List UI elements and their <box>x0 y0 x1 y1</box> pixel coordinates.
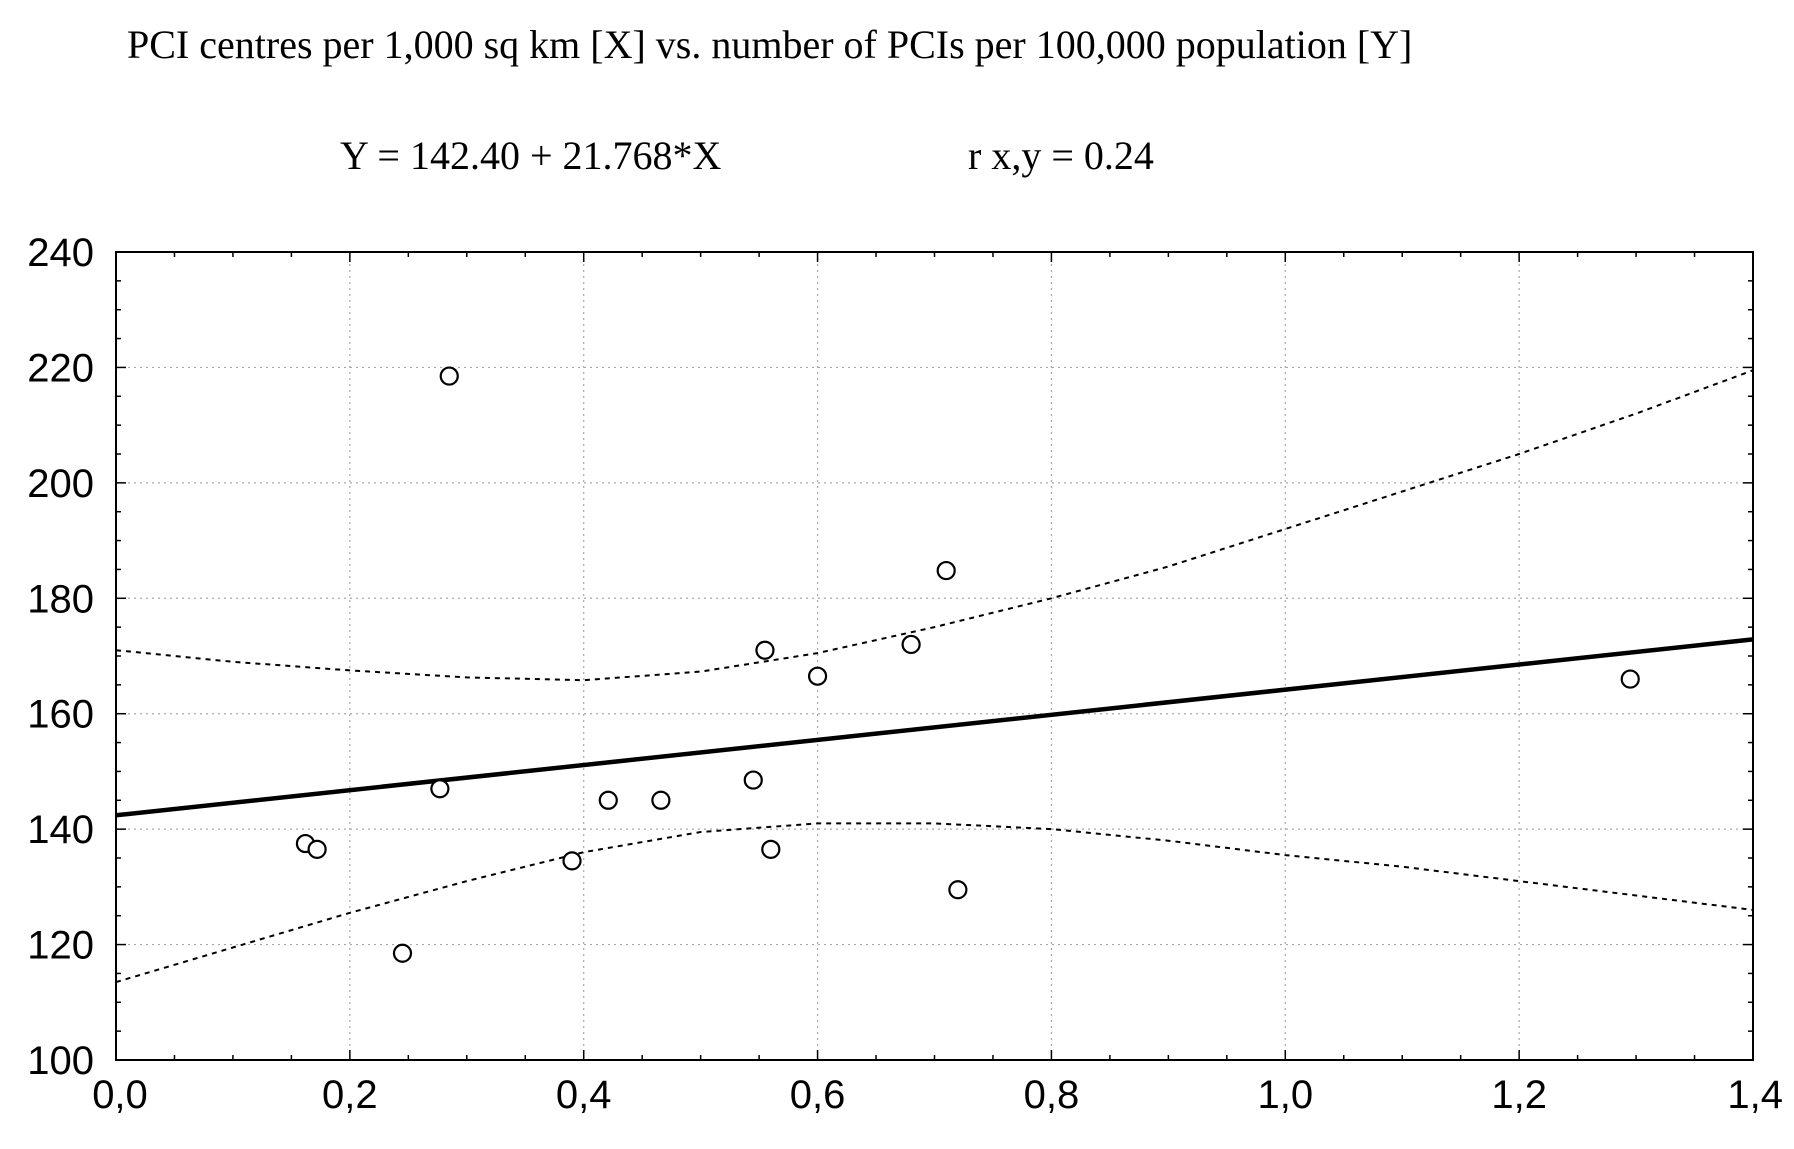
y-tick-label: 180 <box>27 577 94 621</box>
data-point <box>598 790 618 810</box>
data-point <box>761 839 781 859</box>
y-tick-label: 160 <box>27 693 94 737</box>
data-point <box>936 560 956 581</box>
y-tick-label: 120 <box>27 924 94 968</box>
grid <box>116 252 1753 1060</box>
x-tick-label: 1,2 <box>1491 1073 1547 1117</box>
x-tick-label: 1,0 <box>1257 1073 1313 1117</box>
plot-frame <box>115 251 1754 1061</box>
regression-line <box>115 637 1754 818</box>
data-point <box>307 839 327 859</box>
confidence-band-lower <box>115 822 1754 984</box>
correlation-coefficient: r x,y = 0.24 <box>968 133 1154 178</box>
y-tick-label: 220 <box>27 346 94 390</box>
regression-equation: Y = 142.40 + 21.768*X <box>340 133 722 178</box>
x-tick-label: 0,4 <box>556 1073 612 1117</box>
y-tick-label: 200 <box>27 462 94 506</box>
x-tick-labels: 0,0 0,2 0,4 0,6 0,8 1,0 1,2 1,4 <box>92 1073 1783 1117</box>
regression-line-group <box>115 637 1754 818</box>
x-tick-label: 0,8 <box>1024 1073 1080 1117</box>
data-points <box>295 366 1640 963</box>
x-tick-label: 0,0 <box>92 1073 148 1117</box>
x-tick-label: 0,6 <box>790 1073 846 1117</box>
data-point <box>430 779 450 799</box>
data-point <box>755 640 775 660</box>
data-point <box>651 790 671 810</box>
data-point <box>562 851 582 871</box>
y-tick-labels: 100 120 140 160 180 200 220 240 <box>27 231 94 1083</box>
y-tick-label: 240 <box>27 231 94 275</box>
data-point <box>1620 669 1640 689</box>
data-point <box>807 666 828 686</box>
confidence-bands <box>115 369 1754 984</box>
data-point <box>743 770 763 790</box>
data-point <box>392 943 413 963</box>
y-tick-label: 100 <box>27 1039 94 1083</box>
confidence-band-upper <box>115 369 1754 682</box>
data-point <box>901 634 921 655</box>
chart-title: PCI centres per 1,000 sq km [X] vs. numb… <box>127 22 1412 67</box>
x-tick-label: 0,2 <box>322 1073 378 1117</box>
y-tick-label: 140 <box>27 808 94 852</box>
data-point <box>439 366 459 386</box>
data-point <box>948 880 968 900</box>
x-tick-label: 1,4 <box>1727 1073 1783 1117</box>
